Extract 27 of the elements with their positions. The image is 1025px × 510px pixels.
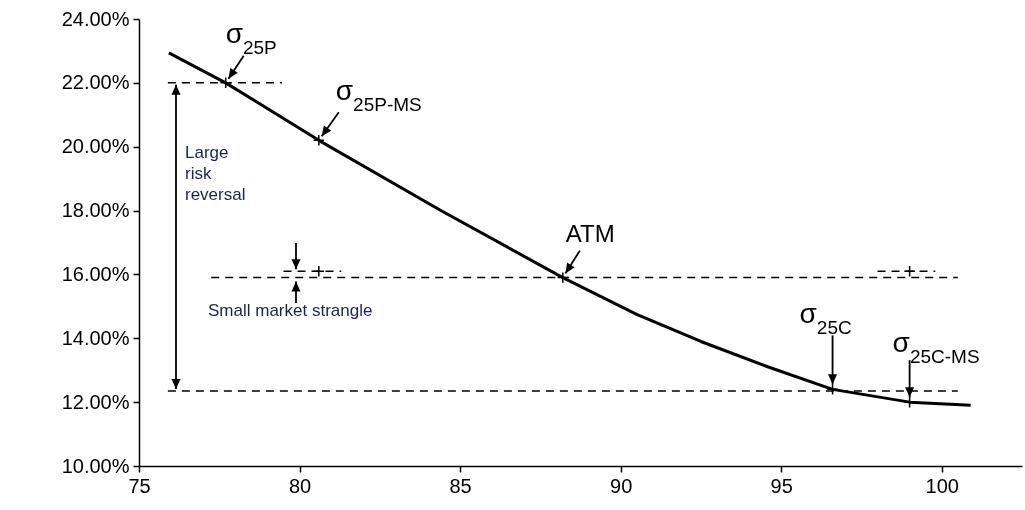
point <box>219 76 232 89</box>
x-tick-label: 100 <box>925 474 959 497</box>
y-tick-label: 22.00% <box>61 71 130 94</box>
y-tick-label: 14.00% <box>61 326 130 349</box>
x-tick-label: 75 <box>128 474 151 497</box>
x-tick-label: 90 <box>610 474 633 497</box>
y-tick-label: 12.00% <box>61 390 130 413</box>
point <box>312 134 325 147</box>
y-tick-label: 24.00% <box>61 7 130 30</box>
annotation: σ$_{25C-MS}$ <box>892 327 980 367</box>
point <box>556 271 569 284</box>
annotation: σ$_{25P}$ <box>225 17 277 58</box>
y-tick-label: 18.00% <box>61 199 130 222</box>
point <box>312 265 325 278</box>
annotation: Large risk reversal <box>185 143 246 204</box>
y-tick-label: 20.00% <box>61 135 130 158</box>
x-tick-label: 80 <box>288 474 312 497</box>
x-tick-label: 85 <box>449 474 472 497</box>
annotation: σ$_{25C}$ <box>799 298 852 338</box>
y-tick-label: 10.00% <box>61 454 130 477</box>
point <box>826 383 839 396</box>
annotation: Small market strangle <box>208 301 373 320</box>
y-tick-label: 16.00% <box>61 262 130 285</box>
annotation: ATM <box>565 219 615 247</box>
annotation: σ$_{25P-MS}$ <box>335 75 422 115</box>
point <box>903 265 916 278</box>
x-tick-label: 95 <box>770 474 793 497</box>
